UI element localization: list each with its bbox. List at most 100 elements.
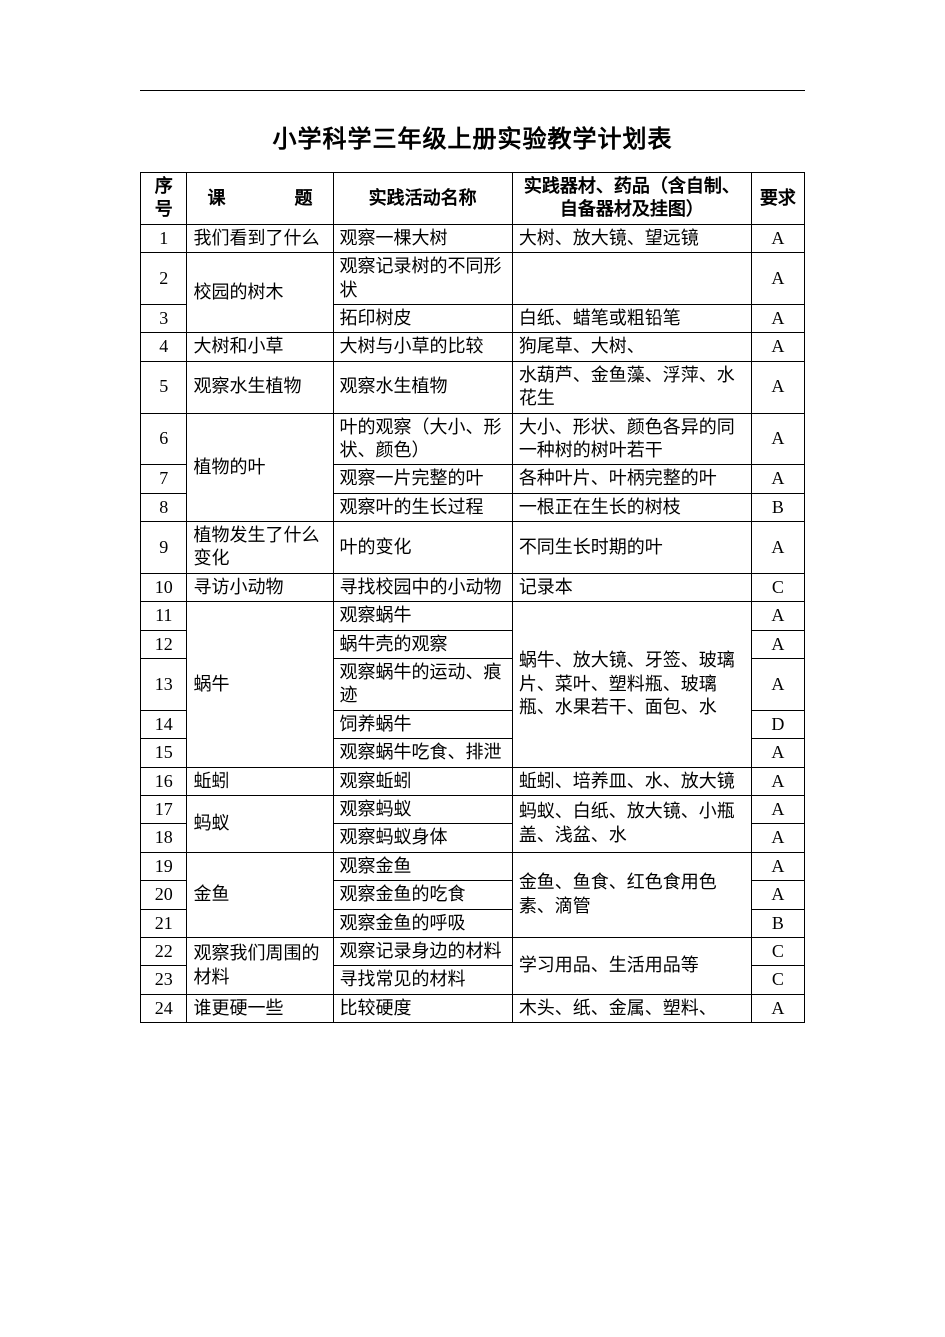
cell-topic: 校园的树木: [187, 253, 333, 333]
cell-activity: 观察蚂蚁: [333, 795, 512, 823]
cell-requirement: A: [751, 224, 804, 252]
cell-activity: 饲养蜗牛: [333, 710, 512, 738]
cell-activity: 观察金鱼的吃食: [333, 881, 512, 909]
cell-requirement: A: [751, 361, 804, 413]
top-rule: [140, 90, 805, 91]
cell-requirement: A: [751, 333, 804, 361]
hdr-topic-a: 课: [207, 187, 225, 210]
cell-equipment: 木头、纸、金属、塑料、: [512, 994, 751, 1022]
hdr-activity: 实践活动名称: [333, 173, 512, 225]
cell-seq: 24: [141, 994, 187, 1022]
cell-equipment: 水葫芦、金鱼藻、浮萍、水花生: [512, 361, 751, 413]
table-row: 11蜗牛观察蜗牛蜗牛、放大镜、牙签、玻璃片、菜叶、塑料瓶、玻璃瓶、水果若干、面包…: [141, 602, 805, 630]
cell-topic: 金鱼: [187, 852, 333, 937]
cell-activity: 观察蜗牛吃食、排泄: [333, 739, 512, 767]
cell-topic: 大树和小草: [187, 333, 333, 361]
cell-requirement: A: [751, 602, 804, 630]
table-row: 4大树和小草大树与小草的比较狗尾草、大树、A: [141, 333, 805, 361]
cell-requirement: A: [751, 881, 804, 909]
cell-requirement: A: [751, 767, 804, 795]
cell-seq: 17: [141, 795, 187, 823]
cell-requirement: C: [751, 937, 804, 965]
cell-activity: 观察金鱼的呼吸: [333, 909, 512, 937]
table-row: 5观察水生植物观察水生植物水葫芦、金鱼藻、浮萍、水花生A: [141, 361, 805, 413]
table-row: 2校园的树木观察记录树的不同形状A: [141, 253, 805, 305]
cell-requirement: A: [751, 304, 804, 332]
cell-seq: 22: [141, 937, 187, 965]
cell-seq: 15: [141, 739, 187, 767]
cell-requirement: A: [751, 413, 804, 465]
cell-seq: 7: [141, 465, 187, 493]
cell-requirement: C: [751, 573, 804, 601]
cell-topic: 蜗牛: [187, 602, 333, 767]
cell-seq: 9: [141, 522, 187, 574]
cell-equipment: 蚂蚁、白纸、放大镜、小瓶盖、浅盆、水: [512, 795, 751, 852]
cell-seq: 18: [141, 824, 187, 852]
hdr-topic-b: 题: [295, 187, 313, 210]
cell-seq: 5: [141, 361, 187, 413]
cell-seq: 23: [141, 966, 187, 994]
table-row: 16蚯蚓观察蚯蚓蚯蚓、培养皿、水、放大镜A: [141, 767, 805, 795]
cell-requirement: A: [751, 824, 804, 852]
cell-equipment: 狗尾草、大树、: [512, 333, 751, 361]
cell-topic: 寻访小动物: [187, 573, 333, 601]
document-title: 小学科学三年级上册实验教学计划表: [140, 119, 805, 154]
cell-equipment: 金鱼、鱼食、红色食用色素、滴管: [512, 852, 751, 937]
cell-activity: 叶的观察（大小、形状、颜色）: [333, 413, 512, 465]
cell-topic: 蚯蚓: [187, 767, 333, 795]
cell-seq: 6: [141, 413, 187, 465]
hdr-requirement: 要求: [751, 173, 804, 225]
cell-requirement: C: [751, 966, 804, 994]
cell-equipment: 各种叶片、叶柄完整的叶: [512, 465, 751, 493]
cell-topic: 植物发生了什么变化: [187, 522, 333, 574]
cell-seq: 11: [141, 602, 187, 630]
cell-equipment: 白纸、蜡笔或粗铅笔: [512, 304, 751, 332]
cell-equipment: 蚯蚓、培养皿、水、放大镜: [512, 767, 751, 795]
cell-seq: 16: [141, 767, 187, 795]
cell-seq: 21: [141, 909, 187, 937]
plan-table: 序号 课 题 实践活动名称 实践器材、药品（含自制、自备器材及挂图） 要求 1我…: [140, 172, 805, 1023]
cell-requirement: A: [751, 739, 804, 767]
cell-equipment: 记录本: [512, 573, 751, 601]
cell-activity: 叶的变化: [333, 522, 512, 574]
table-row: 22观察我们周围的材料观察记录身边的材料学习用品、生活用品等C: [141, 937, 805, 965]
cell-seq: 13: [141, 659, 187, 711]
cell-activity: 蜗牛壳的观察: [333, 630, 512, 658]
cell-equipment: [512, 253, 751, 305]
cell-requirement: A: [751, 465, 804, 493]
cell-activity: 观察一片完整的叶: [333, 465, 512, 493]
hdr-topic: 课 题: [187, 173, 333, 225]
table-row: 24谁更硬一些比较硬度木头、纸、金属、塑料、A: [141, 994, 805, 1022]
document-page: 小学科学三年级上册实验教学计划表 序号 课 题 实践活动名称 实践器材、药品（含…: [0, 0, 945, 1083]
hdr-equipment: 实践器材、药品（含自制、自备器材及挂图）: [512, 173, 751, 225]
cell-activity: 观察蚂蚁身体: [333, 824, 512, 852]
table-row: 9植物发生了什么变化叶的变化不同生长时期的叶A: [141, 522, 805, 574]
cell-requirement: A: [751, 795, 804, 823]
cell-equipment: 大树、放大镜、望远镜: [512, 224, 751, 252]
cell-requirement: A: [751, 522, 804, 574]
cell-activity: 观察金鱼: [333, 852, 512, 880]
table-row: 17蚂蚁观察蚂蚁蚂蚁、白纸、放大镜、小瓶盖、浅盆、水A: [141, 795, 805, 823]
cell-seq: 19: [141, 852, 187, 880]
cell-equipment: 不同生长时期的叶: [512, 522, 751, 574]
cell-seq: 2: [141, 253, 187, 305]
table-row: 10寻访小动物寻找校园中的小动物记录本C: [141, 573, 805, 601]
cell-topic: 观察我们周围的材料: [187, 937, 333, 994]
cell-activity: 观察记录身边的材料: [333, 937, 512, 965]
cell-requirement: A: [751, 852, 804, 880]
cell-activity: 拓印树皮: [333, 304, 512, 332]
cell-equipment: 大小、形状、颜色各异的同一种树的树叶若干: [512, 413, 751, 465]
cell-equipment: 一根正在生长的树枝: [512, 493, 751, 521]
cell-requirement: A: [751, 994, 804, 1022]
cell-activity: 观察水生植物: [333, 361, 512, 413]
cell-topic: 蚂蚁: [187, 795, 333, 852]
cell-requirement: D: [751, 710, 804, 738]
table-body: 1我们看到了什么观察一棵大树大树、放大镜、望远镜A2校园的树木观察记录树的不同形…: [141, 224, 805, 1022]
cell-activity: 大树与小草的比较: [333, 333, 512, 361]
cell-seq: 1: [141, 224, 187, 252]
table-row: 1我们看到了什么观察一棵大树大树、放大镜、望远镜A: [141, 224, 805, 252]
cell-activity: 观察蚯蚓: [333, 767, 512, 795]
cell-activity: 比较硬度: [333, 994, 512, 1022]
table-row: 6植物的叶叶的观察（大小、形状、颜色）大小、形状、颜色各异的同一种树的树叶若干A: [141, 413, 805, 465]
cell-activity: 寻找校园中的小动物: [333, 573, 512, 601]
